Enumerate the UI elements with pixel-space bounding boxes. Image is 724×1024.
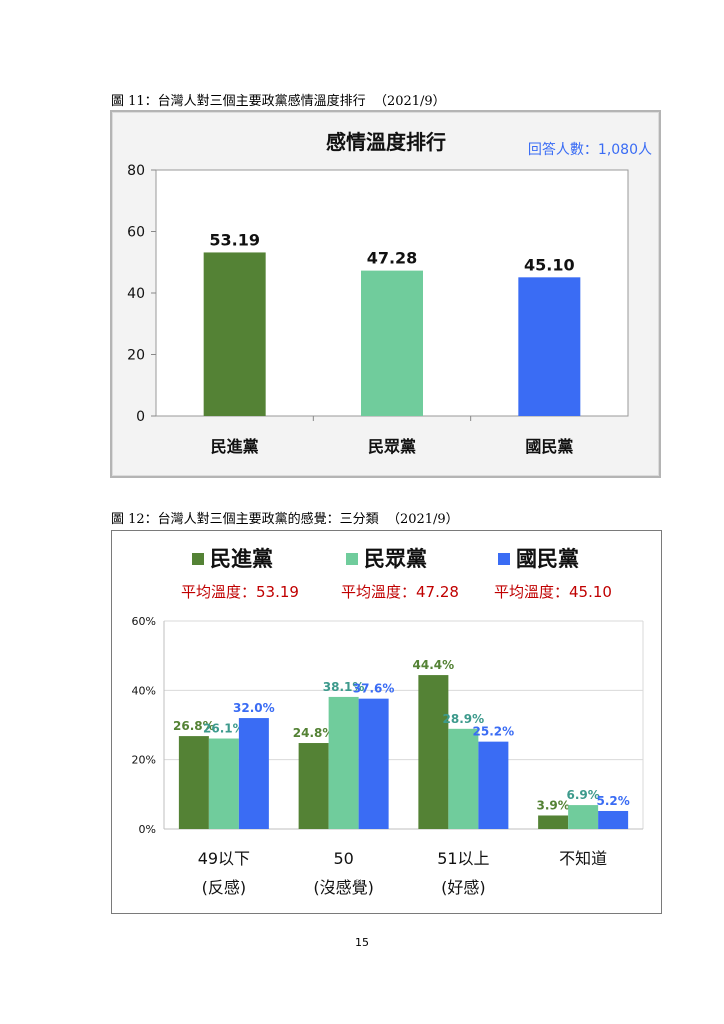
bar-民眾黨 <box>448 728 479 829</box>
bar-國民黨 <box>598 810 629 829</box>
bar-value-label: 5.2% <box>596 794 629 808</box>
bar-value-label: 24.8% <box>293 726 335 740</box>
y-tick-label: 80 <box>127 163 145 179</box>
x-category-sublabel: (沒感覺) <box>313 878 374 897</box>
y-tick-label: 60 <box>127 225 145 241</box>
bar-value-label: 26.1% <box>203 722 245 736</box>
bar-value-label: 6.9% <box>566 788 599 802</box>
bar-民進黨 <box>178 736 209 829</box>
legend-swatch-民進黨 <box>192 553 204 565</box>
x-category-sublabel: (好感) <box>441 878 486 897</box>
respondent-count-note: 回答人數：1,080人 <box>528 141 652 158</box>
figure-11-caption: 圖 11：台灣人對三個主要政黨感情溫度排行 （2021/9） <box>111 94 446 109</box>
figure-12-caption: 圖 12：台灣人對三個主要政黨的感覺：三分類 （2021/9） <box>111 512 459 527</box>
bar-國民黨 <box>358 698 389 829</box>
bar-value-label: 44.4% <box>413 658 455 672</box>
legend-label: 民眾黨 <box>364 547 427 571</box>
bar-value-label: 47.28 <box>367 249 418 268</box>
y-tick-label: 20% <box>132 754 156 767</box>
legend-label: 民進黨 <box>210 547 273 571</box>
x-category-label: 50 <box>333 849 353 868</box>
three-category-feeling-chart: 民進黨 民眾黨 國民黨平均溫度：53.19 平均溫度：47.28 平均溫度：45.10 0… <box>111 530 662 914</box>
bar-國民黨 <box>238 718 269 829</box>
temperature-ranking-chart: 感情溫度排行 回答人數：1,080人 0 20 40 60 80 53.19 民進黨 47.28 民… <box>110 110 661 478</box>
x-category-label: 國民黨 <box>525 437 573 456</box>
average-temperature-label: 平均溫度：53.19 <box>181 583 299 601</box>
y-tick-label: 0 <box>136 409 145 425</box>
x-category-label: 民進黨 <box>211 437 259 456</box>
x-category-sublabel: (反感) <box>202 878 247 897</box>
legend-swatch-國民黨 <box>498 553 510 565</box>
temperature-ranking-svg: 感情溫度排行 回答人數：1,080人 0 20 40 60 80 53.19 民進黨 47.28 民… <box>127 130 652 456</box>
x-category-label: 51以上 <box>437 849 489 868</box>
bar-民進黨 <box>538 815 569 829</box>
legend-label: 國民黨 <box>516 547 579 571</box>
x-category-label: 49以下 <box>198 849 250 868</box>
bar-民進黨 <box>203 252 266 416</box>
bar-value-label: 3.9% <box>536 798 569 812</box>
y-tick-label: 60% <box>132 615 156 628</box>
bar-民眾黨 <box>568 805 599 829</box>
bar-value-label: 53.19 <box>209 230 260 249</box>
y-tick-label: 0% <box>139 823 156 836</box>
bar-value-label: 45.10 <box>524 255 575 274</box>
page-number: 15 <box>355 936 369 949</box>
y-tick-label: 20 <box>127 348 145 364</box>
x-category-label: 不知道 <box>559 849 607 868</box>
bar-民眾黨 <box>361 270 423 416</box>
bar-value-label: 37.6% <box>353 682 395 696</box>
y-tick-label: 40% <box>132 684 156 697</box>
bar-民眾黨 <box>208 738 239 829</box>
bar-國民黨 <box>478 741 509 829</box>
bar-value-label: 26.8% <box>173 719 215 733</box>
bar-國民黨 <box>518 277 581 416</box>
bar-value-label: 32.0% <box>233 701 275 715</box>
bar-民眾黨 <box>328 696 359 829</box>
bar-民進黨 <box>298 743 329 829</box>
bar-民進黨 <box>418 675 449 829</box>
bar-value-label: 25.2% <box>473 725 515 739</box>
bar-value-label: 38.1% <box>323 680 365 694</box>
average-temperature-label: 平均溫度：47.28 <box>341 583 459 601</box>
legend-swatch-民眾黨 <box>346 553 358 565</box>
chart-title: 感情溫度排行 <box>326 130 446 154</box>
bar-value-label: 28.9% <box>443 712 485 726</box>
y-tick-label: 40 <box>127 286 145 302</box>
x-category-label: 民眾黨 <box>368 437 416 456</box>
average-temperature-label: 平均溫度：45.10 <box>494 583 612 601</box>
